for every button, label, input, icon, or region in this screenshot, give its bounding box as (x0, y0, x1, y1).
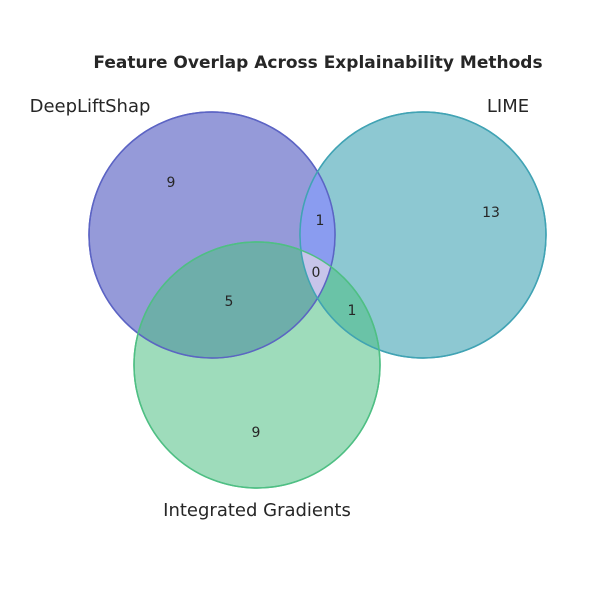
lime-label: LIME (487, 96, 529, 117)
lime-outline (299, 111, 547, 359)
count-deepliftshap-lime: 1 (316, 213, 325, 229)
integrated-gradients-circle (133, 241, 381, 489)
count-deepliftshap-integrated-gradients: 5 (225, 294, 234, 310)
deepliftshap-label: DeepLiftShap (30, 96, 151, 117)
count-lime-only: 13 (482, 205, 500, 221)
count-integrated-gradients-only: 9 (252, 425, 261, 441)
count-all-three: 0 (312, 265, 321, 281)
integrated-gradients-outline (133, 241, 381, 489)
chart-title: Feature Overlap Across Explainability Me… (93, 53, 542, 73)
count-deepliftshap-only: 9 (167, 175, 176, 191)
deepliftshap-outline (88, 111, 336, 359)
count-lime-integrated-gradients: 1 (348, 303, 357, 319)
integrated-gradients-label: Integrated Gradients (163, 500, 351, 521)
